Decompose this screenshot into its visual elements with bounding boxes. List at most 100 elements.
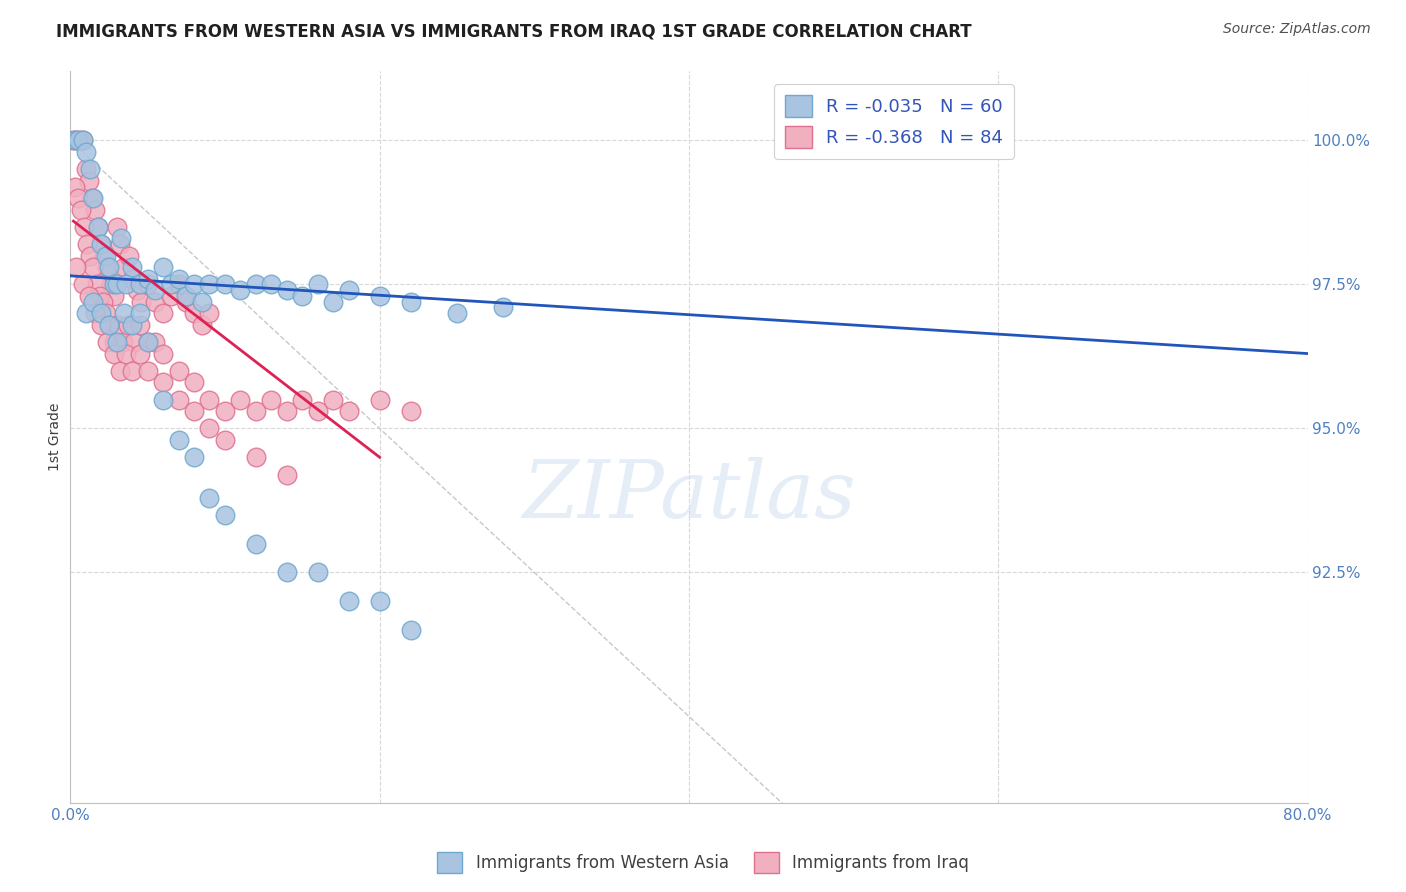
Point [910, 133, 932, 147]
Text: IMMIGRANTS FROM WESTERN ASIA VS IMMIGRANTS FROM IRAQ 1ST GRADE CORRELATION CHART: IMMIGRANTS FROM WESTERN ASIA VS IMMIGRAN… [56, 22, 972, 40]
Point [136, 334, 159, 349]
Point [198, 421, 221, 435]
Point [77, 174, 100, 188]
Point [152, 260, 174, 275]
Point [121, 260, 143, 275]
Point [91, 294, 114, 309]
Point [96, 334, 118, 349]
Point [100, 277, 122, 292]
Point [65, 133, 87, 147]
Point [98, 260, 120, 275]
Point [446, 306, 468, 320]
Point [399, 623, 422, 637]
Point [115, 277, 138, 292]
Point [107, 318, 129, 332]
Point [183, 376, 205, 390]
Point [73, 219, 96, 234]
Point [70, 202, 93, 217]
Point [86, 277, 108, 292]
Point [89, 289, 111, 303]
Point [399, 294, 422, 309]
Point [152, 376, 174, 390]
Point [94, 249, 117, 263]
Point [198, 491, 221, 505]
Point [129, 277, 152, 292]
Point [260, 392, 283, 407]
Point [136, 334, 159, 349]
Point [191, 318, 214, 332]
Point [62, 133, 84, 147]
Point [276, 566, 298, 580]
Point [131, 294, 153, 309]
Point [229, 392, 252, 407]
Point [105, 334, 128, 349]
Point [98, 318, 120, 332]
Point [63, 133, 86, 147]
Point [307, 566, 329, 580]
Point [72, 133, 94, 147]
Point [115, 346, 138, 360]
Point [82, 260, 105, 275]
Point [307, 277, 329, 292]
Point [191, 294, 214, 309]
Point [75, 306, 97, 320]
Point [79, 249, 101, 263]
Point [183, 404, 205, 418]
Point [136, 364, 159, 378]
Point [63, 179, 86, 194]
Point [214, 404, 236, 418]
Point [111, 334, 134, 349]
Point [276, 283, 298, 297]
Point [152, 392, 174, 407]
Point [129, 306, 152, 320]
Point [337, 594, 360, 608]
Point [167, 364, 190, 378]
Point [368, 594, 391, 608]
Point [368, 289, 391, 303]
Point [90, 318, 112, 332]
Point [214, 277, 236, 292]
Point [152, 306, 174, 320]
Point [98, 318, 120, 332]
Point [82, 191, 105, 205]
Point [87, 219, 110, 234]
Point [80, 191, 103, 205]
Point [125, 283, 148, 297]
Point [399, 404, 422, 418]
Point [214, 508, 236, 522]
Point [72, 277, 94, 292]
Legend: R = -0.035   N = 60, R = -0.368   N = 84: R = -0.035 N = 60, R = -0.368 N = 84 [773, 84, 1014, 159]
Point [114, 306, 135, 320]
Point [108, 237, 131, 252]
Point [103, 346, 125, 360]
Point [103, 289, 125, 303]
Point [117, 318, 139, 332]
Point [183, 306, 205, 320]
Point [90, 237, 112, 252]
Point [260, 277, 283, 292]
Point [174, 294, 197, 309]
Point [105, 277, 128, 292]
Point [67, 191, 90, 205]
Point [67, 133, 90, 147]
Point [94, 306, 117, 320]
Point [122, 334, 145, 349]
Point [174, 289, 197, 303]
Point [160, 289, 183, 303]
Point [108, 364, 131, 378]
Point [291, 392, 314, 407]
Point [214, 433, 236, 447]
Point [103, 334, 125, 349]
Point [492, 301, 515, 315]
Point [167, 271, 190, 285]
Point [65, 260, 87, 275]
Point [72, 133, 94, 147]
Point [322, 294, 344, 309]
Point [322, 392, 344, 407]
Point [167, 392, 190, 407]
Point [245, 277, 267, 292]
Point [79, 162, 101, 177]
Point [129, 318, 152, 332]
Point [245, 404, 267, 418]
Point [84, 202, 107, 217]
